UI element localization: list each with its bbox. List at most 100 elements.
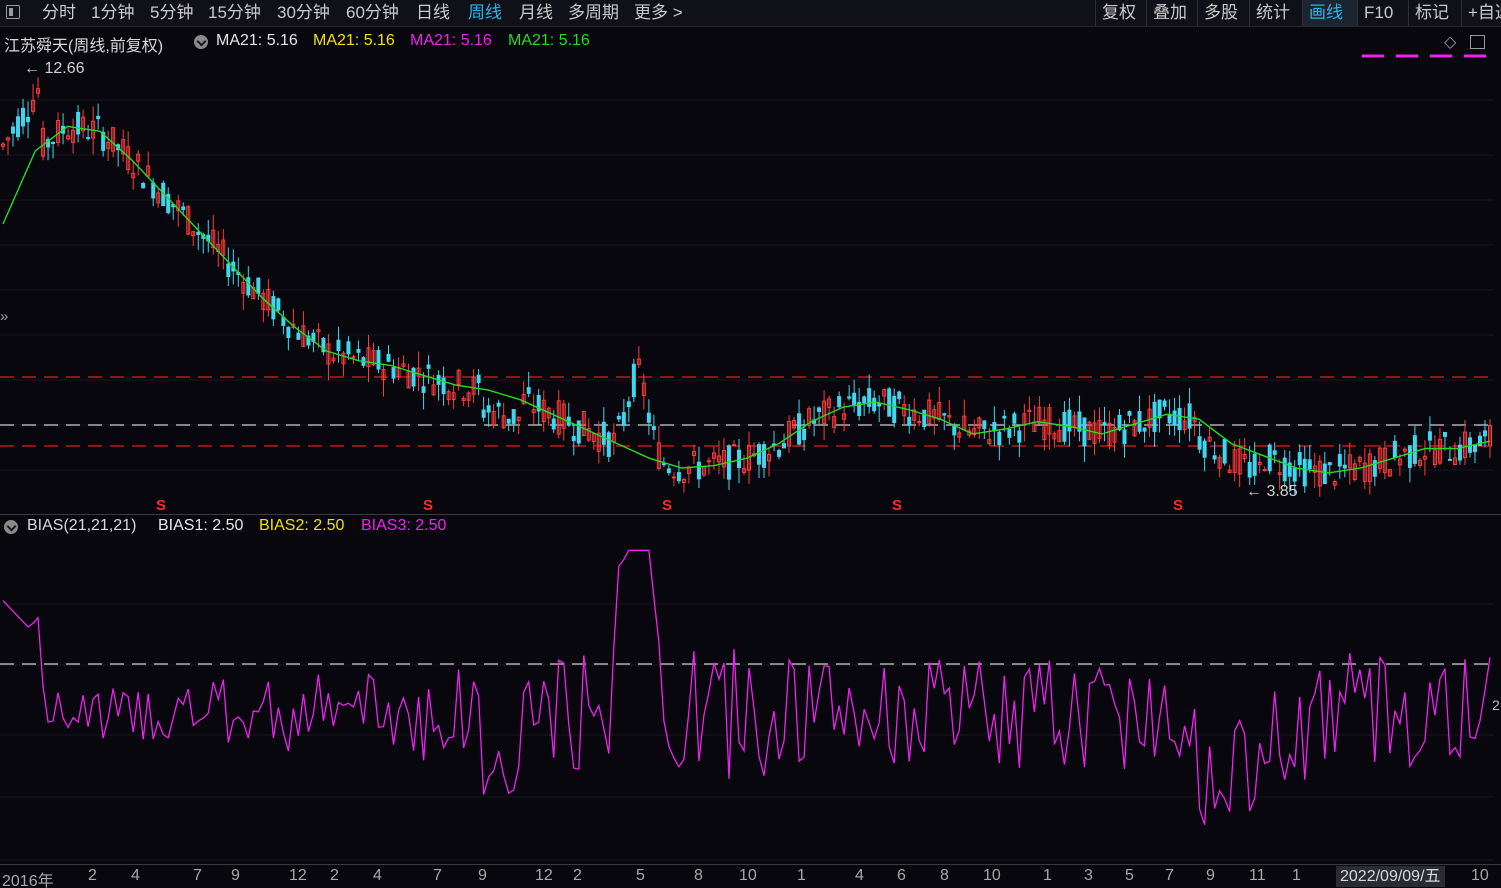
adjust-button[interactable]: 复权 <box>1095 0 1146 26</box>
f10-button[interactable]: F10 <box>1357 0 1408 26</box>
statistics-button[interactable]: 统计 <box>1249 0 1302 26</box>
candle-body <box>471 376 476 395</box>
candle-body <box>762 444 767 468</box>
diamond-icon[interactable]: ◇ <box>1444 34 1457 51</box>
time-axis-label: 12 <box>535 867 553 884</box>
period-tab-5min[interactable]: 5分钟 <box>150 3 194 22</box>
period-tab-30min[interactable]: 30分钟 <box>277 3 330 22</box>
candle-body <box>1377 447 1382 469</box>
candle-body <box>456 369 461 386</box>
time-axis-label: 5 <box>1125 867 1134 884</box>
sell-signal-marker: S <box>662 497 672 514</box>
candle-body <box>496 402 501 407</box>
candle-body <box>711 452 716 459</box>
candle-body <box>1317 460 1322 487</box>
period-toolbar: 分时 1分钟 5分钟 15分钟 30分钟 60分钟 日线 周线 月线 多周期 更… <box>0 0 1501 27</box>
period-tab-1min[interactable]: 1分钟 <box>91 3 135 22</box>
time-axis-label: 1 <box>797 867 806 884</box>
candle-body <box>982 420 987 430</box>
candle-body <box>741 468 746 474</box>
candle-body <box>326 343 331 365</box>
candle-body <box>1157 399 1162 419</box>
candle-body <box>626 401 631 408</box>
double-chevron-right-icon[interactable]: » <box>0 308 9 325</box>
candle-body <box>56 119 61 144</box>
period-tab-fenshi[interactable]: 分时 <box>42 3 76 22</box>
period-tab-monthly[interactable]: 月线 <box>519 3 553 22</box>
candle-body <box>76 111 81 135</box>
candle-body <box>777 450 782 457</box>
period-tab-weekly[interactable]: 周线 <box>468 3 502 22</box>
candle-body <box>196 231 201 235</box>
add-watchlist-button[interactable]: +自选 <box>1461 0 1501 26</box>
candle-body <box>516 416 521 422</box>
mark-button[interactable]: 标记 <box>1408 0 1461 26</box>
candle-body <box>792 420 797 429</box>
overlay-button[interactable]: 叠加 <box>1146 0 1197 26</box>
candle-body <box>286 326 291 339</box>
bias1-label: BIAS1: 2.50 <box>158 517 244 534</box>
candle-body <box>1107 422 1112 447</box>
settings-gear-icon[interactable] <box>194 35 208 49</box>
candle-body <box>1082 417 1087 447</box>
candle-body <box>1462 431 1467 459</box>
candle-body <box>997 431 1002 446</box>
candle-body <box>6 137 11 141</box>
time-axis-label: 8 <box>940 867 949 884</box>
candle-body <box>51 141 56 144</box>
candle-body <box>917 420 922 423</box>
period-tab-multi[interactable]: 多周期 <box>568 3 619 22</box>
candle-body <box>381 368 386 381</box>
candle-body <box>571 435 576 442</box>
candle-body <box>1212 455 1217 460</box>
candle-body <box>1052 433 1057 440</box>
candle-body <box>972 427 977 435</box>
sell-signal-marker: S <box>892 497 902 514</box>
candle-body <box>1057 429 1062 443</box>
panel-toggle-icon[interactable] <box>6 5 20 19</box>
candle-body <box>1007 428 1012 438</box>
window-restore-icon[interactable] <box>1470 35 1485 49</box>
candle-body <box>1067 409 1072 432</box>
period-tab-daily[interactable]: 日线 <box>416 3 450 22</box>
more-periods-button[interactable]: 更多 > <box>634 3 683 22</box>
candle-body <box>1352 463 1357 481</box>
candle-body <box>1192 416 1197 423</box>
candle-body <box>676 472 681 482</box>
candle-body <box>551 418 556 430</box>
candle-body <box>1242 453 1247 460</box>
candle-body <box>1182 420 1187 430</box>
time-axis-label: 2016年 <box>2 873 54 888</box>
candle-body <box>1387 469 1392 477</box>
multi-stock-button[interactable]: 多股 <box>1197 0 1249 26</box>
candle-body <box>1477 435 1482 447</box>
candle-body <box>897 391 902 400</box>
candle-body <box>1197 436 1202 450</box>
candle-body <box>106 141 111 149</box>
candle-body <box>26 116 31 123</box>
candle-body <box>716 455 721 463</box>
candle-body <box>1127 411 1132 416</box>
candle-body <box>887 388 892 417</box>
candle-body <box>321 337 326 353</box>
candle-body <box>376 349 381 370</box>
bias-settings-gear-icon[interactable] <box>4 520 18 534</box>
candle-body <box>1332 481 1337 486</box>
ma21-magenta-label: MA21: 5.16 <box>410 32 492 49</box>
time-axis-label: 1 <box>1292 867 1301 884</box>
pane-divider[interactable] <box>0 514 1501 515</box>
candle-body <box>922 409 927 428</box>
period-tab-15min[interactable]: 15分钟 <box>208 3 261 22</box>
candle-body <box>11 126 16 134</box>
candle-body <box>581 410 586 437</box>
draw-line-button[interactable]: 画线 <box>1302 0 1357 26</box>
period-tab-60min[interactable]: 60分钟 <box>346 3 399 22</box>
candle-body <box>942 413 947 416</box>
candle-body <box>1307 459 1312 470</box>
candle-body <box>131 172 136 179</box>
candle-body <box>531 409 536 414</box>
candle-body <box>1172 410 1177 426</box>
sell-signal-marker: S <box>156 497 166 514</box>
candle-body <box>291 323 296 328</box>
